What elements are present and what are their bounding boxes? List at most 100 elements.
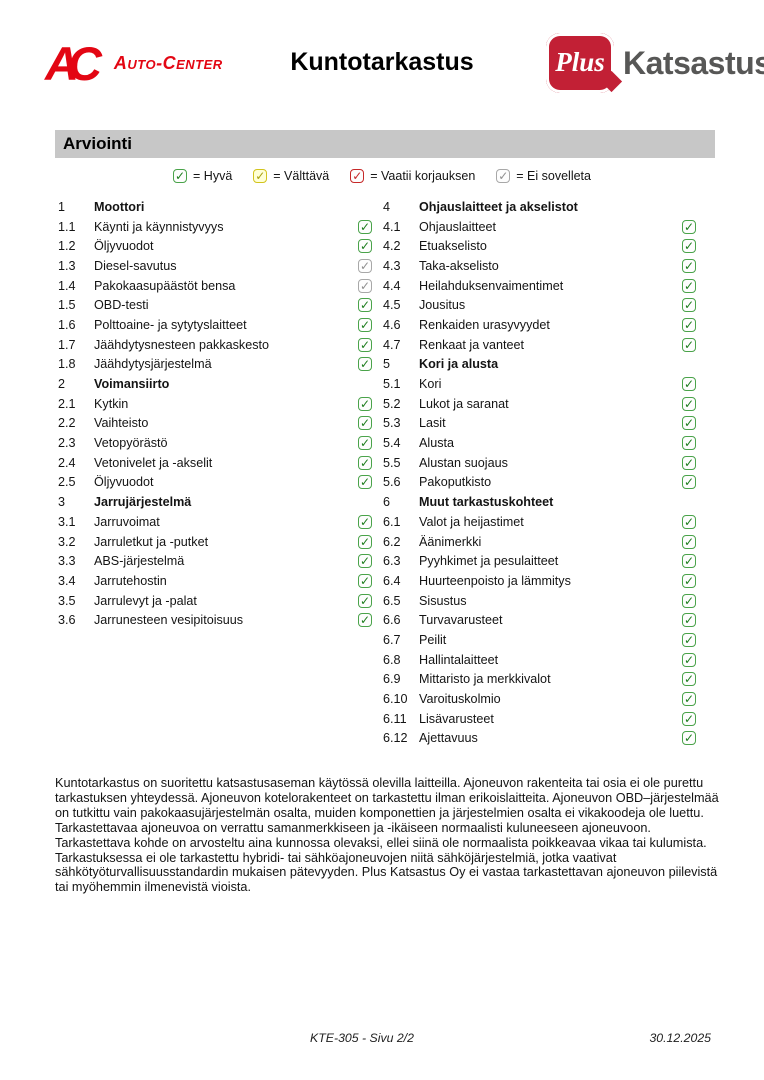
auto-center-name: Auto-Center — [113, 53, 223, 73]
checkbox-repair-icon: ✓ — [350, 169, 365, 183]
item-number: 1.5 — [58, 298, 76, 313]
plus-bubble-icon: Plus — [546, 33, 623, 93]
item-label: Muut tarkastuskohteet — [419, 495, 554, 510]
item-number: 3.1 — [58, 514, 76, 529]
status-checkbox-good-icon: ✓ — [682, 219, 696, 234]
katsastus-wordmark: Katsastus — [623, 44, 764, 81]
checklist-row-1.3: 1.3 Diesel-savutus ✓ — [58, 256, 374, 276]
plus-katsastus-logo: Plus Katsastus — [546, 33, 764, 93]
item-number: 1.3 — [58, 258, 76, 273]
checklist-row-2.3: 2.3 Vetopyörästö ✓ — [58, 433, 374, 453]
legend-item-good: ✓ = Hyvä — [173, 169, 232, 183]
item-number: 4.2 — [383, 239, 401, 254]
item-label: Jarrujärjestelmä — [94, 495, 192, 510]
item-label: Alusta — [419, 436, 455, 451]
legend-item-repair: ✓ = Vaatii korjauksen — [350, 169, 475, 183]
legend-label: = Välttävä — [273, 169, 330, 183]
checklist-row-1.5: 1.5 OBD-testi ✓ — [58, 295, 374, 315]
status-checkbox-good-icon: ✓ — [682, 731, 696, 746]
section-header-arviointi: Arviointi — [55, 130, 715, 158]
item-label: Vetonivelet ja -akselit — [94, 455, 213, 470]
item-label: Varoituskolmio — [419, 692, 501, 707]
status-checkbox-good-icon: ✓ — [682, 455, 696, 470]
checklist-row-3.4: 3.4 Jarrutehostin ✓ — [58, 571, 374, 591]
checklist-row-6.4: 6.4 Huurteenpoisto ja lämmitys ✓ — [383, 571, 698, 591]
item-label: Polttoaine- ja sytytyslaitteet — [94, 317, 247, 332]
item-label: Öljyvuodot — [94, 475, 154, 490]
item-number: 6.10 — [383, 692, 408, 707]
section-row-1: 1 Moottori — [58, 197, 374, 217]
status-checkbox-good-icon: ✓ — [682, 593, 696, 608]
item-number: 5.3 — [383, 416, 401, 431]
checklist-row-4.6: 4.6 Renkaiden urasyvyydet ✓ — [383, 315, 698, 335]
status-checkbox-good-icon: ✓ — [682, 258, 696, 273]
item-number: 2.1 — [58, 396, 76, 411]
item-label: Lasit — [419, 416, 446, 431]
legend-item-na: ✓ = Ei sovelleta — [496, 169, 591, 183]
checklist-row-6.12: 6.12 Ajettavuus ✓ — [383, 729, 698, 749]
item-label: Jarrulevyt ja -palat — [94, 593, 197, 608]
item-label: Peilit — [419, 632, 447, 647]
checklist-row-2.5: 2.5 Öljyvuodot ✓ — [58, 473, 374, 493]
checklist-row-4.4: 4.4 Heilahduksenvaimentimet ✓ — [383, 276, 698, 296]
item-number: 4.4 — [383, 278, 401, 293]
item-number: 5.5 — [383, 455, 401, 470]
status-checkbox-good-icon: ✓ — [682, 337, 696, 352]
checklist-row-6.11: 6.11 Lisävarusteet ✓ — [383, 709, 698, 729]
auto-center-logo: AC Auto-Center — [45, 40, 223, 87]
status-checkbox-good-icon: ✓ — [682, 514, 696, 529]
item-number: 4.7 — [383, 337, 401, 352]
item-label: Huurteenpoisto ja lämmitys — [419, 573, 571, 588]
section-row-6: 6 Muut tarkastuskohteet — [383, 492, 698, 512]
item-number: 3.3 — [58, 554, 76, 569]
checklist-row-6.1: 6.1 Valot ja heijastimet ✓ — [383, 512, 698, 532]
checklist-row-2.1: 2.1 Kytkin ✓ — [58, 394, 374, 414]
item-label: Lisävarusteet — [419, 711, 494, 726]
item-number: 5.6 — [383, 475, 401, 490]
item-number: 6.12 — [383, 731, 408, 746]
checklist-row-6.8: 6.8 Hallintalaitteet ✓ — [383, 650, 698, 670]
status-checkbox-good-icon: ✓ — [682, 278, 696, 293]
status-checkbox-na-icon: ✓ — [358, 258, 372, 273]
legend-item-fair: ✓ = Välttävä — [253, 169, 329, 183]
item-label: Sisustus — [419, 593, 467, 608]
checklist-row-4.2: 4.2 Etuakselisto ✓ — [383, 236, 698, 256]
section-row-4: 4 Ohjauslaitteet ja akselistot — [383, 197, 698, 217]
checklist-row-6.6: 6.6 Turvavarusteet ✓ — [383, 610, 698, 630]
item-number: 3.4 — [58, 573, 76, 588]
status-checkbox-good-icon: ✓ — [682, 711, 696, 726]
document-id-page-number: KTE-305 - Sivu 2/2 — [310, 1031, 414, 1045]
item-label: Lukot ja saranat — [419, 396, 509, 411]
checklist-row-1.8: 1.8 Jäähdytysjärjestelmä ✓ — [58, 355, 374, 375]
section-title: Arviointi — [63, 134, 132, 153]
item-number: 6.2 — [383, 534, 401, 549]
item-number: 1.8 — [58, 357, 76, 372]
rating-legend: ✓ = Hyvä ✓ = Välttävä ✓ = Vaatii korjauksen ✓ =… — [0, 169, 764, 183]
item-label: Moottori — [94, 199, 145, 214]
checklist-row-4.7: 4.7 Renkaat ja vanteet ✓ — [383, 335, 698, 355]
item-label: Kytkin — [94, 396, 129, 411]
status-checkbox-good-icon: ✓ — [358, 554, 372, 569]
item-number: 1.6 — [58, 317, 76, 332]
item-number: 2 — [58, 377, 66, 392]
checklist-row-1.6: 1.6 Polttoaine- ja sytytyslaitteet ✓ — [58, 315, 374, 335]
status-checkbox-good-icon: ✓ — [682, 672, 696, 687]
checklist-row-5.3: 5.3 Lasit ✓ — [383, 414, 698, 434]
item-label: Mittaristo ja merkkivalot — [419, 672, 551, 687]
status-checkbox-good-icon: ✓ — [358, 396, 372, 411]
item-number: 6.7 — [383, 632, 401, 647]
status-checkbox-good-icon: ✓ — [682, 377, 696, 392]
checklist-right-column: 4 Ohjauslaitteet ja akselistot 4.1 Ohjausla… — [383, 197, 698, 748]
checklist-row-3.1: 3.1 Jarruvoimat ✓ — [58, 512, 374, 532]
item-label: Pyyhkimet ja pesulaitteet — [419, 554, 559, 569]
checklist-row-6.9: 6.9 Mittaristo ja merkkivalot ✓ — [383, 670, 698, 690]
checklist-row-5.4: 5.4 Alusta ✓ — [383, 433, 698, 453]
status-checkbox-good-icon: ✓ — [358, 436, 372, 451]
status-checkbox-good-icon: ✓ — [682, 317, 696, 332]
checklist-row-3.5: 3.5 Jarrulevyt ja -palat ✓ — [58, 591, 374, 611]
status-checkbox-good-icon: ✓ — [358, 298, 372, 313]
report-date: 30.12.2025 — [649, 1031, 711, 1045]
item-label: ABS-järjestelmä — [94, 554, 185, 569]
item-number: 3 — [58, 495, 66, 510]
item-label: Ajettavuus — [419, 731, 478, 746]
